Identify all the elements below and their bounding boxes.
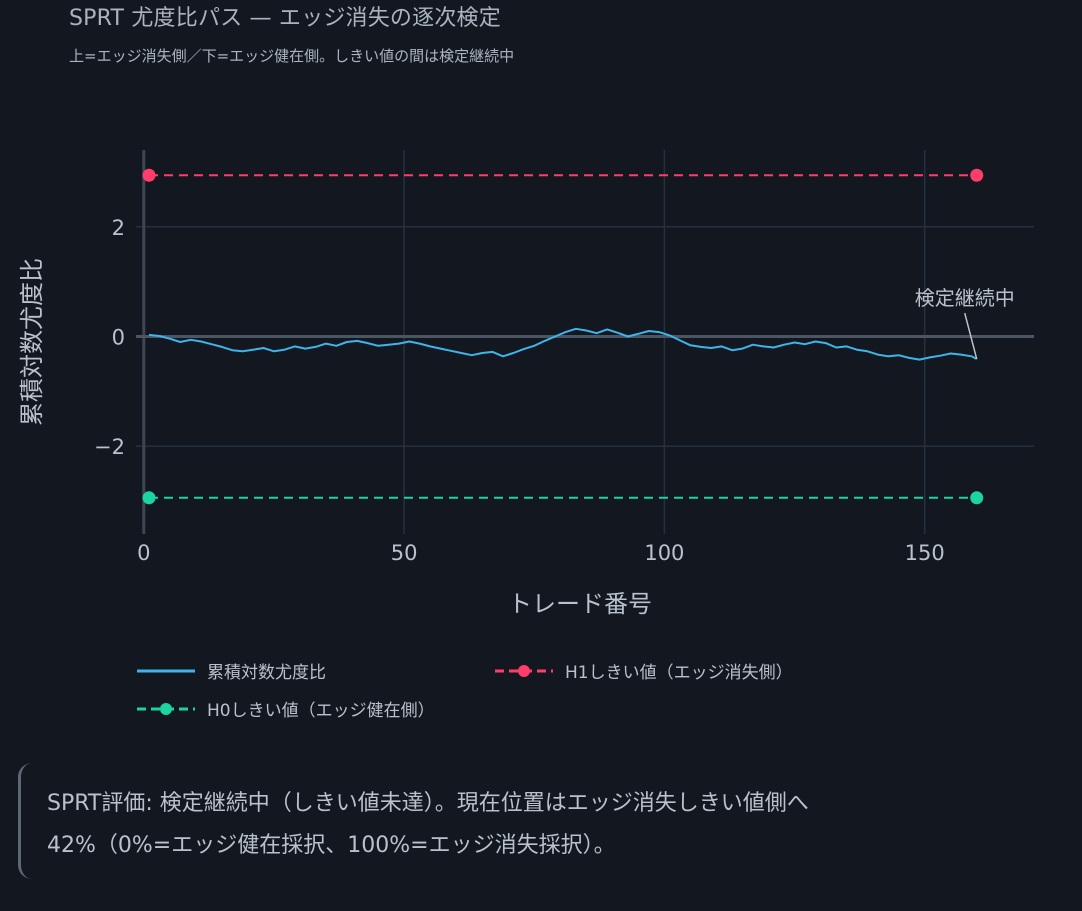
grid-layer — [136, 150, 1034, 534]
x-tick-label: 150 — [905, 541, 945, 565]
y-axis-title: 累積対数尤度比 — [18, 258, 46, 426]
note-bracket — [18, 763, 35, 879]
llr-line — [148, 327, 978, 361]
note-text: SPRT評価: 検定継続中（しきい値未達）。現在位置はエッジ消失しきい値側へ 4… — [47, 783, 1047, 867]
legend-label-h1: H1しきい値（エッジ消失側） — [565, 663, 793, 683]
sprt-chart: 0 50 100 150 −2 0 2 検定継続中 トレード番号 累積対数尤度比 — [18, 150, 1034, 618]
legend-label-llr: 累積対数尤度比 — [207, 663, 326, 683]
y-tick-label: 2 — [112, 216, 125, 240]
legend-label-h0: H0しきい値（エッジ健在側） — [207, 701, 435, 721]
sprt-evaluation-note: SPRT評価: 検定継続中（しきい値未達）。現在位置はエッジ消失しきい値側へ 4… — [18, 763, 1058, 881]
chart-subtitle: 上=エッジ消失側／下=エッジ健在側。しきい値の間は検定継続中 — [69, 47, 515, 65]
legend-dashed-marker-icon — [495, 664, 553, 677]
y-tick-label: −2 — [94, 435, 125, 459]
legend-line-icon — [137, 669, 195, 672]
threshold-marker — [142, 168, 156, 182]
x-tick-label: 100 — [644, 541, 684, 565]
annotation-label: 検定継続中 — [915, 286, 1015, 310]
series-layer — [148, 327, 978, 361]
tick-layer: 0 50 100 150 −2 0 2 — [94, 216, 945, 565]
threshold-layer — [142, 168, 984, 505]
chart-title: SPRT 尤度比パス — エッジ消失の逐次検定 — [69, 6, 501, 31]
threshold-marker — [970, 168, 984, 182]
threshold-marker — [970, 491, 984, 505]
note-line-2: 42%（0%=エッジ健在採択、100%=エッジ消失採択）。 — [47, 833, 616, 858]
note-line-1: SPRT評価: 検定継続中（しきい値未達）。現在位置はエッジ消失しきい値側へ — [47, 791, 809, 816]
legend-item-h1[interactable]: H1しきい値（エッジ消失側） — [495, 658, 793, 683]
annotation-layer: 検定継続中 — [915, 286, 1015, 360]
y-tick-label: 0 — [112, 326, 125, 350]
legend-item-h0[interactable]: H0しきい値（エッジ健在側） — [137, 696, 435, 721]
legend-dashed-marker-icon — [137, 702, 195, 715]
zero-line-layer — [136, 150, 1034, 534]
x-tick-label: 0 — [137, 541, 150, 565]
legend-item-llr[interactable]: 累積対数尤度比 — [137, 658, 326, 683]
threshold-marker — [142, 491, 156, 505]
x-axis-title: トレード番号 — [508, 590, 652, 618]
x-tick-label: 50 — [391, 541, 418, 565]
annotation-arrow — [964, 312, 978, 360]
